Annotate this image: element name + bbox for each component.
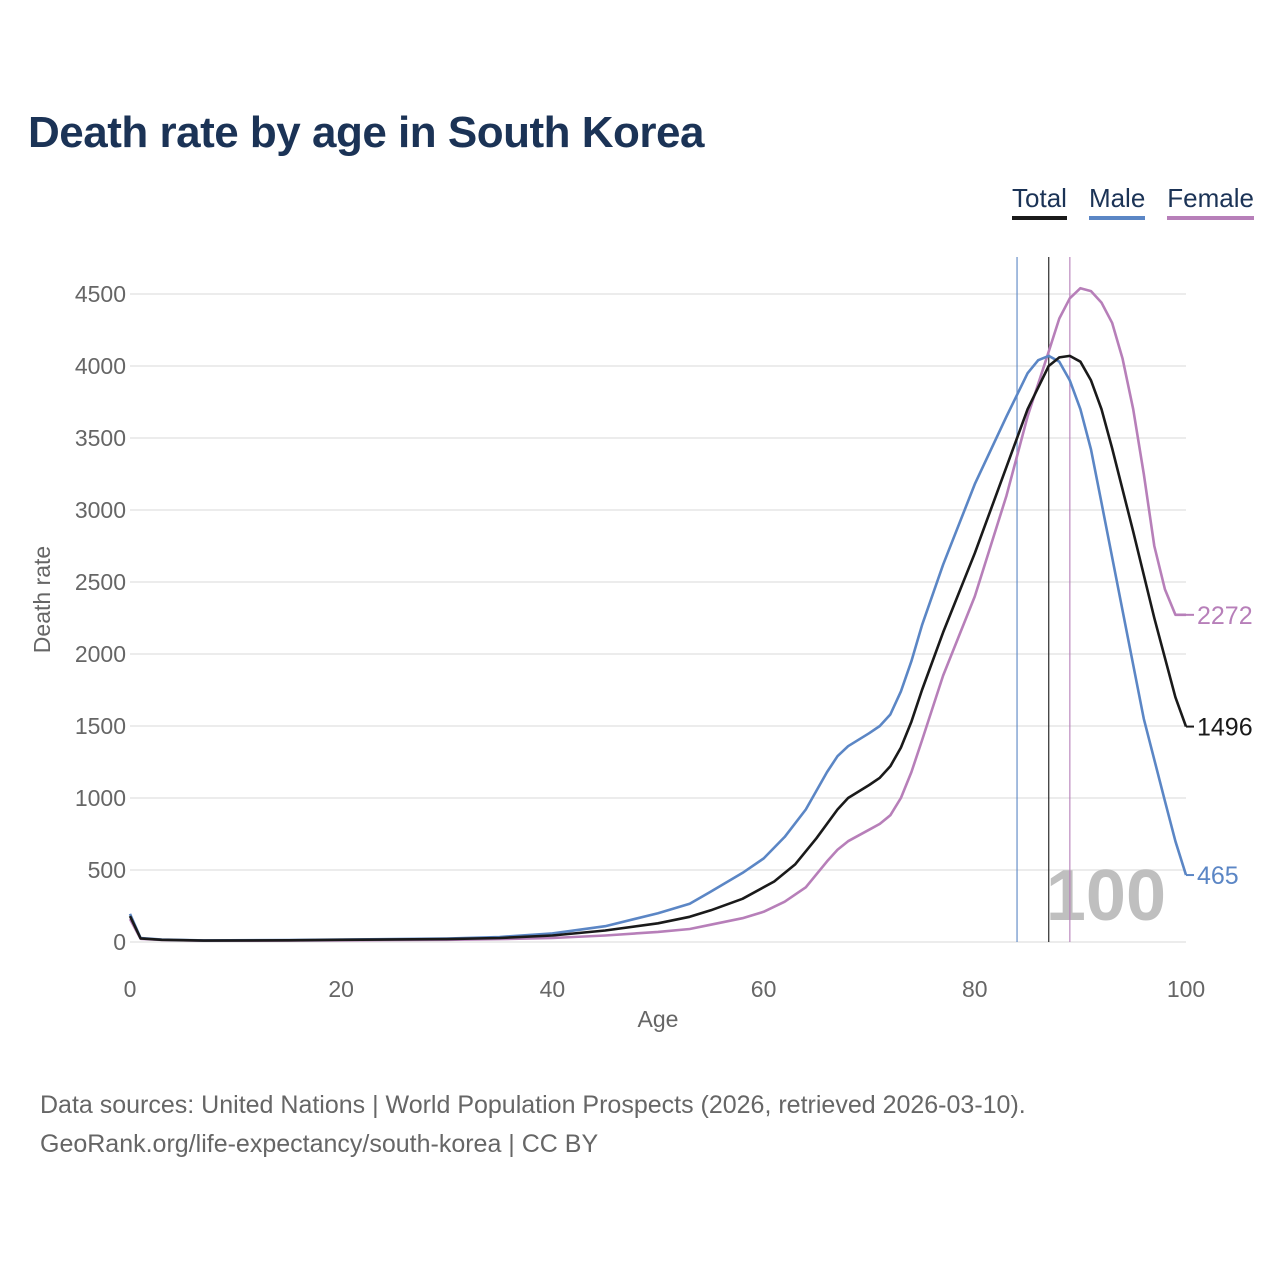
legend-item-total[interactable]: Total [1012,182,1067,220]
y-axis-label: Death rate [29,546,55,653]
y-tick-label: 3000 [75,497,126,523]
y-tick-label: 4500 [75,281,126,307]
legend-item-male[interactable]: Male [1088,182,1146,220]
y-tick-label: 1500 [75,713,126,739]
end-label-male: 465 [1197,862,1239,890]
y-tick-label: 2500 [75,569,126,595]
x-tick-label: 100 [1167,976,1205,1002]
footer-source: Data sources: United Nations | World Pop… [40,1091,1026,1119]
y-tick-label: 2000 [75,641,126,667]
y-tick-label: 1000 [75,785,126,811]
x-tick-label: 40 [540,976,566,1002]
year-watermark: 100 [1046,856,1166,936]
y-tick-label: 0 [113,929,126,955]
series-line-male [128,354,1188,942]
x-tick-label: 80 [962,976,988,1002]
y-tick-label: 500 [88,857,126,883]
y-tick-label: 3500 [75,425,126,451]
end-label-total: 1496 [1197,714,1253,742]
chart-title: Death rate by age in South Korea [28,108,704,157]
x-axis-label: Age [638,1006,679,1032]
x-tick-label: 60 [751,976,777,1002]
series-line-female [128,286,1186,942]
series-line-total [128,354,1188,942]
footer-credit[interactable]: GeoRank.org/life-expectancy/south-korea … [40,1130,599,1158]
y-tick-label: 4000 [75,353,126,379]
legend: Total Male Female [1012,182,1254,220]
x-tick-label: 0 [124,976,137,1002]
end-label-female: 2272 [1197,602,1253,630]
x-tick-label: 20 [328,976,354,1002]
legend-item-female[interactable]: Female [1167,182,1254,220]
footer: Data sources: United Nations | World Pop… [40,1086,1026,1164]
